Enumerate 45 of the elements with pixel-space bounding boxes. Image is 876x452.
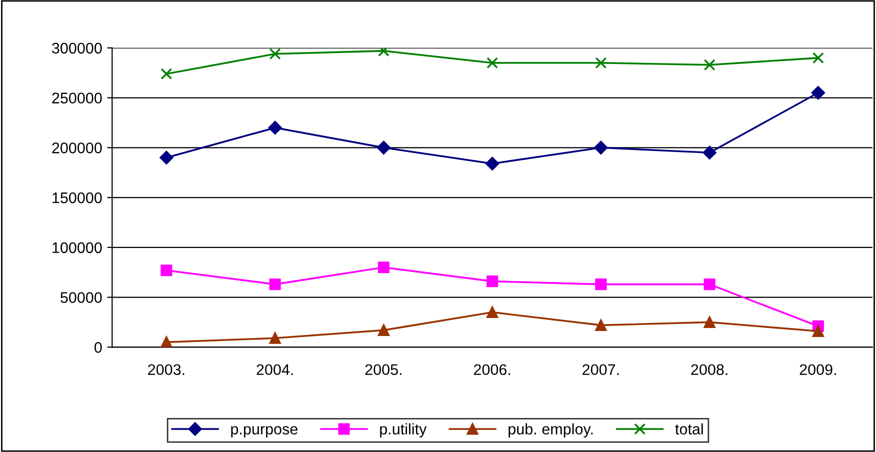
point bbox=[378, 48, 390, 57]
y-tick-label: 50000 bbox=[60, 292, 102, 303]
point bbox=[704, 278, 716, 290]
point bbox=[486, 276, 498, 288]
x-tick-label: 2005. bbox=[365, 364, 402, 376]
point bbox=[268, 120, 282, 135]
point bbox=[595, 278, 607, 290]
y-tick-label: 250000 bbox=[52, 92, 102, 104]
point bbox=[486, 156, 500, 170]
point bbox=[486, 57, 498, 69]
legend-label: pub. employ. bbox=[508, 423, 593, 438]
point bbox=[269, 278, 281, 290]
point bbox=[160, 264, 172, 276]
point bbox=[594, 140, 608, 154]
x-tick-label: 2006. bbox=[474, 364, 510, 376]
x-tick-label: 2008. bbox=[691, 364, 728, 376]
legend-label: p.utility bbox=[380, 423, 427, 438]
point bbox=[486, 306, 498, 318]
y-tick-label: 300000 bbox=[52, 42, 102, 54]
point bbox=[812, 52, 824, 64]
y-tick-label: 150000 bbox=[52, 192, 102, 204]
y-tick-label: 100000 bbox=[52, 242, 102, 254]
point bbox=[702, 146, 716, 160]
point bbox=[160, 68, 172, 80]
point bbox=[704, 59, 716, 71]
point bbox=[595, 57, 607, 69]
point bbox=[378, 262, 390, 274]
point bbox=[595, 319, 607, 331]
y-tick-label: 200000 bbox=[52, 142, 102, 154]
x-tick-label: 2003. bbox=[148, 364, 184, 376]
y-tick-label: 0 bbox=[94, 342, 102, 353]
x-tick-label: 2004. bbox=[256, 364, 293, 376]
point bbox=[160, 336, 172, 348]
legend-label: total bbox=[675, 423, 703, 434]
point bbox=[812, 325, 824, 337]
point bbox=[160, 150, 174, 164]
point bbox=[704, 316, 716, 328]
point bbox=[811, 86, 825, 100]
x-tick-label: 2009. bbox=[800, 364, 836, 376]
point bbox=[378, 324, 390, 336]
legend-label: p.purpose bbox=[231, 426, 298, 438]
point bbox=[269, 48, 281, 60]
point bbox=[269, 332, 281, 344]
x-tick-label: 2007. bbox=[582, 364, 619, 376]
point bbox=[376, 140, 390, 154]
